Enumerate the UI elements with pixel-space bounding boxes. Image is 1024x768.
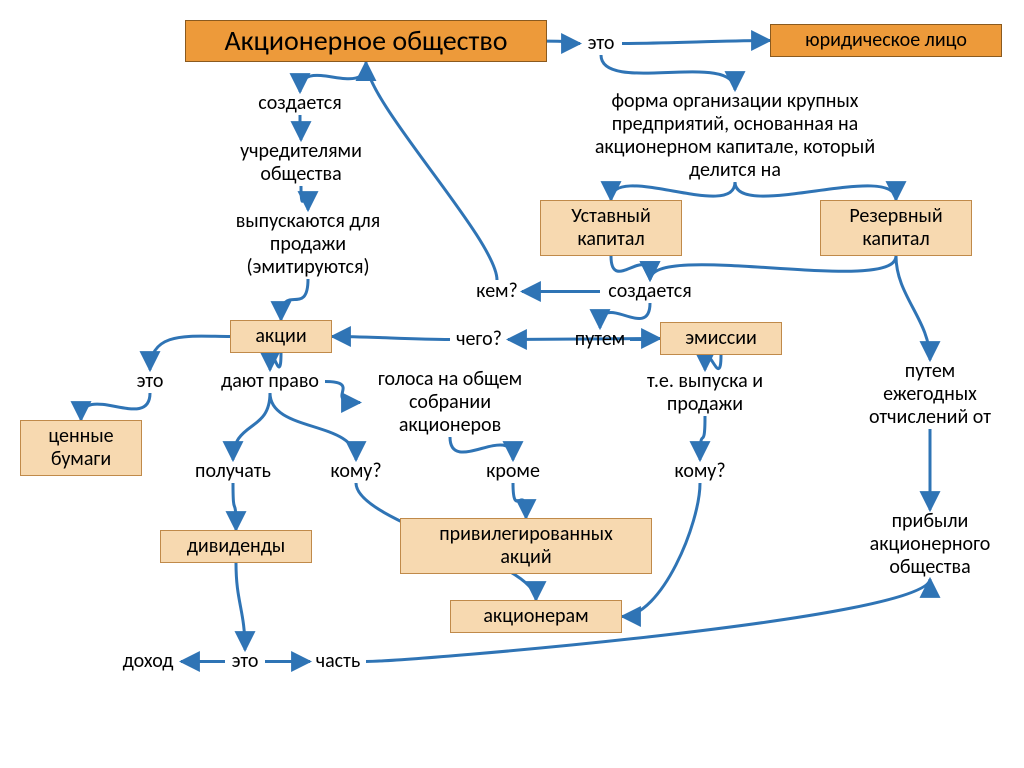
node-n_akcii: акции xyxy=(230,320,332,353)
edge-n_krome-n_priv xyxy=(513,483,526,518)
edge-n_ustav-n_sozd2 xyxy=(611,256,650,280)
node-n_cenn: ценныебумаги xyxy=(20,420,142,476)
edge-n_eto2-n_cenn xyxy=(81,393,150,420)
edge-n_poluch-n_divid xyxy=(233,483,236,530)
flowchart-stage: Акционерное общество это юридическое лицо с… xyxy=(0,0,1024,768)
edge-n_golosa-n_krome xyxy=(450,437,513,460)
edge-n_forma-n_rezerv xyxy=(735,182,896,200)
node-n_sozd: создается xyxy=(250,92,350,115)
node-n_poluch: получать xyxy=(188,460,278,483)
edge-n_divid-n_eto3 xyxy=(236,563,245,650)
edge-n_title-n_sozd xyxy=(300,62,366,92)
edge-n_eto1-n_legal xyxy=(622,41,770,44)
node-n_eto3: это xyxy=(225,650,265,673)
node-n_priv: привилегированныхакций xyxy=(400,518,652,574)
node-n_sozd2: создается xyxy=(600,280,700,303)
edge-n_chego-n_akcii xyxy=(332,337,450,340)
node-n_chego: чего? xyxy=(450,328,508,351)
node-n_rezerv: Резервныйкапитал xyxy=(820,200,972,256)
node-n_putem: путем xyxy=(570,328,630,351)
node-n_krome: кроме xyxy=(480,460,546,483)
edge-n_dayut-n_golosa xyxy=(325,382,360,403)
edge-n_akcii-n_dayut xyxy=(270,353,281,370)
node-n_dohod: доход xyxy=(115,650,181,673)
edge-n_forma-n_ustav xyxy=(611,182,735,200)
node-n_vypusk: выпускаются дляпродажи(эмитируются) xyxy=(208,210,408,279)
edge-n_rezerv-n_putem2 xyxy=(896,256,930,360)
edge-n_uchred-n_vypusk xyxy=(301,186,308,210)
node-n_divid: дивиденды xyxy=(160,530,312,563)
node-n_komu1: кому? xyxy=(326,460,386,483)
edge-n_vypusk-n_akcii xyxy=(281,279,308,320)
edge-n_sozd2-n_putem xyxy=(600,303,650,328)
node-n_eto2: это xyxy=(130,370,170,393)
node-n_emiss: эмиссии xyxy=(660,322,782,355)
edge-n_putem-n_emiss xyxy=(630,339,660,340)
node-n_title: Акционерное общество xyxy=(185,20,547,62)
edge-n_te-n_komu2 xyxy=(700,416,705,460)
edge-n_title-n_eto1 xyxy=(547,41,580,43)
node-n_eto1: это xyxy=(580,32,622,55)
edge-n_rezerv-n_sozd2 xyxy=(650,256,896,280)
edge-n_akcii-n_eto2 xyxy=(150,336,230,370)
node-n_te: т.е. выпуска ипродажи xyxy=(630,370,780,416)
node-n_legal: юридическое лицо xyxy=(770,24,1002,57)
node-n_putem2: путемежегодныхотчислений от xyxy=(850,360,1010,429)
node-n_pribyl: прибылиакционерногообщества xyxy=(850,510,1010,579)
node-n_golosa: голоса на общемсобранииакционеров xyxy=(360,368,540,437)
edge-n_emiss-n_te xyxy=(705,355,721,370)
edge-n_dayut-n_poluch xyxy=(233,393,270,460)
edge-n_sozd-n_uchred xyxy=(300,115,301,140)
node-n_dayut: дают право xyxy=(215,370,325,393)
node-n_uchred: учредителямиобщества xyxy=(216,140,386,186)
edge-n_dayut-n_komu1 xyxy=(270,393,356,460)
edge-n_eto1-n_forma xyxy=(601,55,735,90)
node-n_chast: часть xyxy=(310,650,366,673)
node-n_komu2: кому? xyxy=(670,460,730,483)
node-n_kem: кем? xyxy=(472,280,522,303)
node-n_ustav: Уставныйкапитал xyxy=(540,200,682,256)
node-n_forma: форма организации крупныхпредприятий, ос… xyxy=(565,90,905,182)
node-n_akcioner: акционерам xyxy=(450,600,622,633)
